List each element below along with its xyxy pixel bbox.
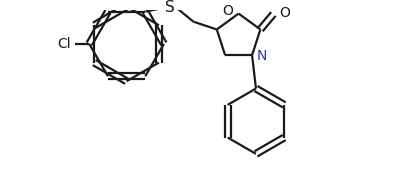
Text: S: S — [165, 0, 175, 15]
Text: N: N — [257, 49, 267, 63]
Text: O: O — [279, 6, 290, 20]
Text: O: O — [222, 3, 233, 17]
Text: Cl: Cl — [58, 37, 71, 51]
